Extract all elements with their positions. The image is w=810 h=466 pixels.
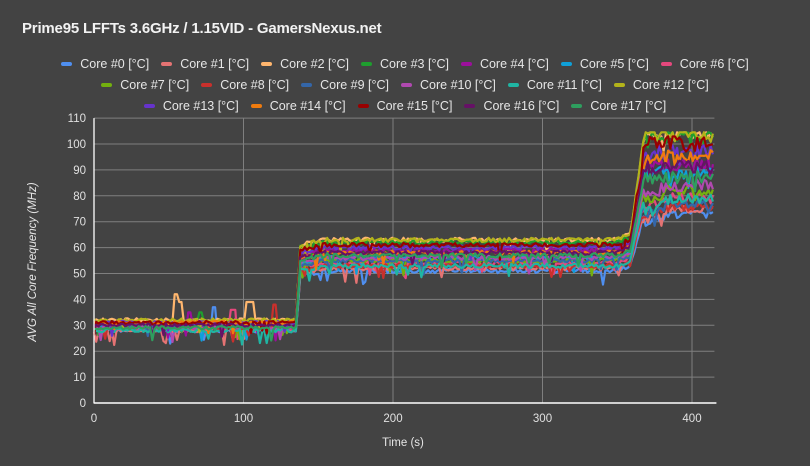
legend-swatch-icon — [660, 61, 672, 66]
legend-item[interactable]: Core #12 [°C] — [613, 77, 709, 92]
y-tick-label: 0 — [80, 398, 86, 410]
y-tick-label: 110 — [68, 113, 86, 125]
legend-label: Core #7 [°C] — [120, 77, 190, 92]
legend-label: Core #15 [°C] — [376, 98, 453, 113]
legend-label: Core #13 [°C] — [162, 98, 239, 113]
y-tick-label: 10 — [73, 372, 86, 384]
legend-item[interactable]: Core #15 [°C] — [357, 98, 453, 113]
legend-swatch-icon — [401, 82, 413, 87]
x-tick-label: 0 — [91, 413, 97, 425]
y-axis-title: AVG All Core Frequency (MHz) — [27, 182, 39, 343]
legend-swatch-icon — [464, 103, 476, 108]
legend-swatch-icon — [361, 61, 373, 66]
legend-item[interactable]: Core #9 [°C] — [301, 78, 389, 92]
legend-item[interactable]: Core #8 [°C] — [201, 78, 289, 92]
chart-title: Prime95 LFFTs 3.6GHz / 1.15VID - GamersN… — [22, 20, 382, 37]
legend-swatch-icon — [101, 82, 113, 87]
series-line[interactable] — [93, 131, 714, 323]
legend-swatch-icon — [201, 82, 213, 87]
legend-swatch-icon — [507, 82, 519, 87]
series-line[interactable] — [93, 131, 714, 334]
legend-label: Core #16 [°C] — [483, 98, 560, 113]
legend-label: Core #0 [°C] — [80, 56, 150, 71]
legend-row: Core #0 [°C] Core #1 [°C] Core #2 [°C] Core… — [0, 53, 810, 74]
legend-item[interactable]: Core #7 [°C] — [101, 78, 189, 92]
legend-swatch-icon — [161, 61, 173, 66]
legend-label: Core #6 [°C] — [679, 56, 749, 71]
x-tick-label: 200 — [383, 413, 402, 425]
series-line[interactable] — [93, 170, 714, 342]
legend-item[interactable]: Core #1 [°C] — [161, 57, 249, 71]
legend-item[interactable]: Core #13 [°C] — [143, 98, 239, 113]
legend-item[interactable]: Core #6 [°C] — [660, 56, 749, 71]
legend-label: Core #11 [°C] — [526, 77, 602, 92]
legend-item[interactable]: Core #4 [°C] — [460, 56, 549, 71]
x-tick-label: 400 — [682, 413, 701, 425]
legend-swatch-icon — [261, 61, 273, 66]
legend-item[interactable]: Core #5 [°C] — [560, 56, 649, 71]
y-tick-label: 80 — [73, 191, 86, 203]
legend-swatch-icon — [143, 103, 155, 108]
legend-swatch-icon — [571, 103, 583, 108]
legend-label: Core #3 [°C] — [380, 56, 449, 71]
y-tick-label: 90 — [73, 165, 86, 177]
series-line[interactable] — [93, 193, 714, 346]
legend-row: Core #13 [°C] Core #14 [°C] Core #15 [°C] C… — [0, 95, 810, 116]
legend-label: Core #12 [°C] — [632, 77, 709, 92]
legend-swatch-icon — [61, 61, 73, 66]
legend-item[interactable]: Core #16 [°C] — [464, 99, 559, 113]
chart-legend: Core #0 [°C] Core #1 [°C] Core #2 [°C] Core… — [0, 53, 810, 116]
y-tick-label: 50 — [73, 269, 86, 281]
series-line[interactable] — [93, 131, 714, 337]
legend-label: Core #4 [°C] — [479, 56, 549, 71]
x-tick-label: 300 — [533, 413, 552, 425]
x-tick-label: 100 — [234, 413, 253, 425]
legend-label: Core #9 [°C] — [320, 77, 390, 92]
legend-item[interactable]: Core #2 [°C] — [261, 57, 349, 71]
legend-swatch-icon — [613, 82, 625, 87]
y-tick-label: 20 — [73, 346, 86, 358]
legend-item[interactable]: Core #17 [°C] — [571, 99, 666, 113]
y-tick-label: 30 — [73, 320, 86, 332]
y-tick-label: 100 — [67, 139, 86, 151]
legend-label: Core #1 [°C] — [180, 56, 250, 71]
y-tick-label: 40 — [73, 294, 86, 306]
series-line[interactable] — [92, 135, 714, 336]
legend-label: Core #5 [°C] — [579, 56, 649, 71]
legend-item[interactable]: Core #14 [°C] — [250, 98, 346, 113]
legend-label: Core #10 [°C] — [420, 77, 496, 92]
legend-label: Core #2 [°C] — [280, 56, 350, 71]
legend-label: Core #17 [°C] — [590, 98, 667, 113]
legend-swatch-icon — [301, 82, 313, 87]
x-axis-title: Time (s) — [382, 437, 424, 449]
y-tick-label: 70 — [73, 217, 86, 229]
y-tick-label: 60 — [73, 243, 86, 255]
legend-item[interactable]: Core #3 [°C] — [361, 57, 449, 71]
legend-label: Core #14 [°C] — [269, 98, 346, 113]
legend-swatch-icon — [460, 61, 472, 66]
legend-row: Core #7 [°C] Core #8 [°C] Core #9 [°C] Core… — [0, 74, 810, 95]
legend-swatch-icon — [250, 103, 262, 108]
legend-swatch-icon — [560, 61, 572, 66]
legend-label: Core #8 [°C] — [220, 77, 290, 92]
legend-item[interactable]: Core #10 [°C] — [401, 78, 496, 92]
legend-swatch-icon — [357, 103, 369, 108]
legend-item[interactable]: Core #0 [°C] — [61, 57, 149, 71]
legend-item[interactable]: Core #11 [°C] — [507, 77, 602, 92]
